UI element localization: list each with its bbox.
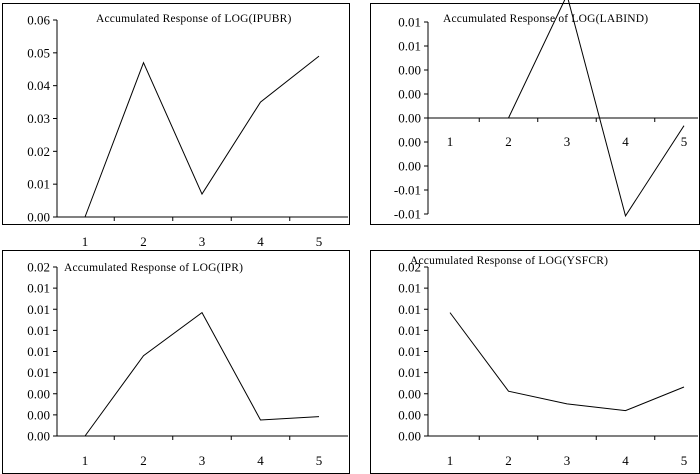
- panel-log-ipubr: 0.00 0.01 0.02 0.03 0.04 0.05 0.06 1 2 3 4 5 Accumul…: [2, 3, 350, 249]
- y-tick-label: 0.02: [398, 260, 421, 275]
- y-tick-label: 0.01: [398, 365, 421, 380]
- x-tick-label: 2: [140, 453, 147, 468]
- y-tick-label: 0.01: [398, 15, 421, 30]
- x-tick-label: 3: [199, 453, 206, 468]
- y-tick-label: 0.01: [27, 323, 50, 338]
- y-tick-label: 0.00: [27, 386, 50, 401]
- x-tick-label: 3: [564, 134, 571, 149]
- y-tick-label: -0.01: [394, 183, 421, 198]
- y-tick-label: 0.06: [27, 13, 50, 28]
- panel-frame: [2, 250, 350, 474]
- y-tick-label: 0.00: [398, 63, 421, 78]
- x-tick-label: 4: [257, 234, 264, 249]
- y-tick-label: -0.01: [394, 207, 421, 222]
- y-tick-label: 0.00: [398, 429, 421, 444]
- panel-log-ysfcr: 0.00 0.00 0.00 0.01 0.01 0.01 0.01 0.01 0.02 1 2 3 4…: [370, 250, 700, 474]
- panel-title: Accumulated Response of LOG(IPUBR): [96, 13, 292, 25]
- x-tick-label: 4: [622, 453, 629, 468]
- panel-log-ipr: 0.00 0.00 0.00 0.01 0.01 0.01 0.01 0.01 0.02 1 2 3 4…: [2, 250, 350, 474]
- series-line: [84, 311, 320, 437]
- x-tick-label: 1: [82, 234, 89, 249]
- y-tick-label: 0.02: [27, 144, 50, 159]
- x-tick-label: 5: [681, 134, 688, 149]
- x-tick-label: 2: [505, 453, 512, 468]
- y-tick-label: 0.00: [27, 407, 50, 422]
- y-tick-label: 0.00: [27, 429, 50, 444]
- y-tick-label: 0.01: [27, 281, 50, 296]
- x-tick-label: 1: [82, 453, 89, 468]
- y-tick-label: 0.00: [398, 111, 421, 126]
- x-tick-label: 2: [140, 234, 147, 249]
- series-line: [84, 55, 320, 218]
- y-tick-label: 0.01: [398, 323, 421, 338]
- series-line: [449, 312, 685, 412]
- y-tick-label: 0.00: [398, 386, 421, 401]
- y-tick-label: 0.00: [398, 135, 421, 150]
- x-tick-label: 5: [681, 453, 688, 468]
- y-tick-label: 0.05: [27, 45, 50, 60]
- y-tick-label: 0.03: [27, 111, 50, 126]
- series-line: [450, 0, 685, 218]
- x-tick-label: 2: [505, 134, 512, 149]
- y-tick-label: 0.01: [398, 344, 421, 359]
- x-tick-label: 4: [257, 453, 264, 468]
- panel-title: Accumulated Response of LOG(LABIND): [443, 13, 648, 25]
- x-tick-label: 3: [199, 234, 206, 249]
- y-tick-label: 0.02: [27, 260, 50, 275]
- x-tick-label: 5: [316, 453, 323, 468]
- y-tick-label: 0.01: [398, 281, 421, 296]
- y-tick-label: 0.01: [27, 344, 50, 359]
- x-tick-label: 4: [622, 134, 629, 149]
- x-tick-label: 1: [447, 134, 454, 149]
- y-tick-label: 0.00: [398, 159, 421, 174]
- y-tick-label: 0.01: [27, 302, 50, 317]
- y-tick-label: 0.00: [398, 407, 421, 422]
- x-tick-label: 1: [447, 453, 454, 468]
- panel-log-labind: -0.01 -0.01 0.00 0.00 0.00 0.00 0.00 0.01 0.01 1 2…: [370, 0, 700, 225]
- y-tick-label: 0.01: [27, 365, 50, 380]
- y-tick-label: 0.01: [398, 39, 421, 54]
- y-tick-label: 0.00: [398, 87, 421, 102]
- y-tick-label: 0.01: [27, 177, 50, 192]
- y-tick-label: 0.04: [27, 78, 50, 93]
- y-tick-label: 0.00: [27, 210, 50, 225]
- x-tick-label: 3: [564, 453, 571, 468]
- panel-title: Accumulated Response of LOG(YSFCR): [410, 255, 608, 267]
- y-tick-label: 0.01: [398, 302, 421, 317]
- x-tick-label: 5: [316, 234, 323, 249]
- panel-frame: [2, 3, 350, 225]
- panel-title: Accumulated Response of LOG(IPR): [64, 262, 243, 274]
